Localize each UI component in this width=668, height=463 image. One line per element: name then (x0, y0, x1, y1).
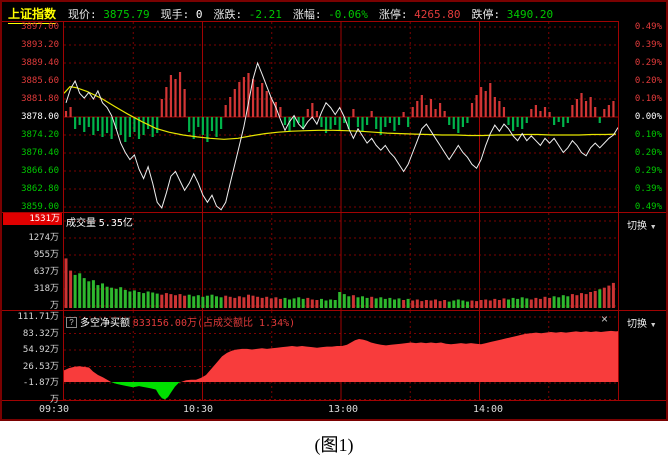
netbuy-tick: 111.71万 (17, 312, 59, 322)
main-pct-tick: 0.39% (634, 184, 662, 194)
main-intraday-chart[interactable] (64, 22, 618, 212)
help-icon[interactable]: ? (66, 317, 77, 328)
time-tick: 14:00 (472, 404, 504, 415)
netbuy-value: 833156.00万(占成交额比 1.34%) (132, 318, 296, 329)
main-pct-tick: 0.00% (634, 112, 662, 122)
quote-field: 涨幅: -0.06% (293, 6, 368, 22)
netbuy-left-axis: 111.71万 83.32万 54.92万 26.53万 -1.87万万 (0, 311, 62, 405)
main-price-tick: 3878.00 (21, 112, 59, 122)
field-label: 跌停: (471, 8, 507, 21)
time-axis-divider (2, 400, 666, 401)
top-info-bar: 上证指数 现价: 3875.79 现手: 0 涨跌: -2.21 涨幅: -0.06%… (2, 2, 666, 24)
field-value: -0.06% (328, 8, 368, 21)
main-pct-tick: 0.39% (634, 40, 662, 50)
netbuy-switch-button[interactable]: 切换 ▼ (627, 315, 657, 330)
main-pct-tick: 0.49% (634, 22, 662, 32)
field-label: 现手: (160, 8, 196, 21)
main-price-tick: 3862.80 (21, 184, 59, 194)
main-price-tick: 3866.60 (21, 166, 59, 176)
main-price-tick: 3893.20 (21, 40, 59, 50)
netbuy-tick: 83.32万 (22, 328, 59, 339)
main-price-tick: 3889.40 (21, 58, 59, 68)
main-pct-tick: 0.10% (634, 130, 662, 140)
topbar-divider (2, 21, 618, 22)
switch-label: 切换 (627, 319, 647, 330)
netbuy-tick: 26.53万 (22, 361, 59, 372)
volume-header: 成交量 5.35亿 (66, 214, 133, 229)
netbuy-chart[interactable] (64, 311, 618, 400)
chevron-down-icon: ▼ (649, 322, 657, 329)
main-left-axis: 3897.00 3893.20 3889.40 3885.60 3881.80 3878.… (0, 22, 62, 212)
field-value: 3875.79 (103, 8, 150, 21)
netbuy-close-icon[interactable]: × (601, 312, 609, 326)
field-value: 0 (195, 8, 203, 21)
quote-fields: 现价: 3875.79 现手: 0 涨跌: -2.21 涨幅: -0.06% 涨停: 4… (68, 6, 553, 22)
netbuy-title: 多空净买额 (80, 318, 130, 329)
chevron-down-icon: ▼ (649, 224, 657, 231)
main-right-axis: 0.49% 0.39% 0.29% 0.20% 0.10% 0.00% 0.10% 0.20%… (619, 22, 666, 212)
netbuy-header: ? 多空净买额 833156.00万(占成交额比 1.34%) (66, 314, 295, 329)
time-tick: 09:30 (38, 404, 70, 415)
netbuy-tick: 54.92万 (22, 345, 59, 355)
main-price-tick: 3885.60 (21, 76, 59, 86)
quote-field: 现手: 0 (161, 6, 203, 22)
netbuy-tick: -1.87万 (22, 378, 59, 388)
main-pct-tick: 0.29% (634, 166, 662, 176)
volume-tick: 318万 (33, 284, 59, 294)
volume-chart[interactable] (64, 213, 618, 310)
main-pct-tick: 0.29% (634, 58, 662, 68)
quote-field: 跌停: 3490.20 (471, 6, 553, 22)
volume-label: 成交量 (66, 218, 96, 229)
field-value: -2.21 (248, 8, 282, 21)
volume-netbuy-divider (2, 310, 666, 311)
main-pct-tick: 0.20% (634, 148, 662, 158)
main-price-tick: 3897.00 (21, 22, 59, 32)
volume-scale-highlight[interactable]: 1531万 (3, 213, 62, 225)
main-price-tick: 3859.00 (21, 202, 59, 212)
figure-caption: (图1) (314, 435, 354, 455)
index-name-tab[interactable]: 上证指数 (8, 5, 57, 24)
volume-total: 5.35亿 (98, 218, 133, 229)
time-tick: 10:30 (182, 404, 214, 415)
volume-tick: 万 (49, 301, 59, 311)
field-label: 涨幅: (292, 8, 329, 21)
main-pct-tick: 0.49% (634, 202, 662, 212)
main-price-tick: 3874.20 (21, 130, 59, 140)
volume-tick: 637万 (33, 267, 59, 277)
quote-field: 涨跌: -2.21 (213, 6, 281, 22)
main-pct-tick: 0.20% (634, 76, 662, 86)
plot-left-border (63, 21, 64, 400)
volume-tick: 1274万 (28, 233, 59, 243)
field-value: 4265.80 (414, 8, 461, 21)
volume-switch-button[interactable]: 切换 ▼ (627, 217, 657, 232)
field-label: 涨停: (378, 8, 415, 21)
quote-field: 涨停: 4265.80 (379, 6, 461, 22)
main-price-tick: 3870.40 (21, 148, 59, 158)
field-label: 现价: (68, 8, 104, 21)
volume-tick: 955万 (33, 250, 59, 260)
quote-field: 现价: 3875.79 (68, 6, 150, 22)
netbuy-tick: 万 (49, 394, 59, 405)
plot-right-border (618, 21, 619, 400)
field-value: 3490.20 (506, 8, 554, 21)
main-volume-divider (2, 212, 666, 213)
time-tick: 13:00 (327, 404, 359, 415)
switch-label: 切换 (627, 221, 647, 232)
volume-left-axis: 1274万 955万 637万 318万万 (0, 212, 62, 311)
field-label: 涨跌: (213, 8, 249, 21)
main-pct-tick: 0.10% (634, 94, 662, 104)
time-axis: 09:30 10:30 13:00 14:00 (0, 402, 668, 416)
main-price-tick: 3881.80 (21, 94, 59, 104)
